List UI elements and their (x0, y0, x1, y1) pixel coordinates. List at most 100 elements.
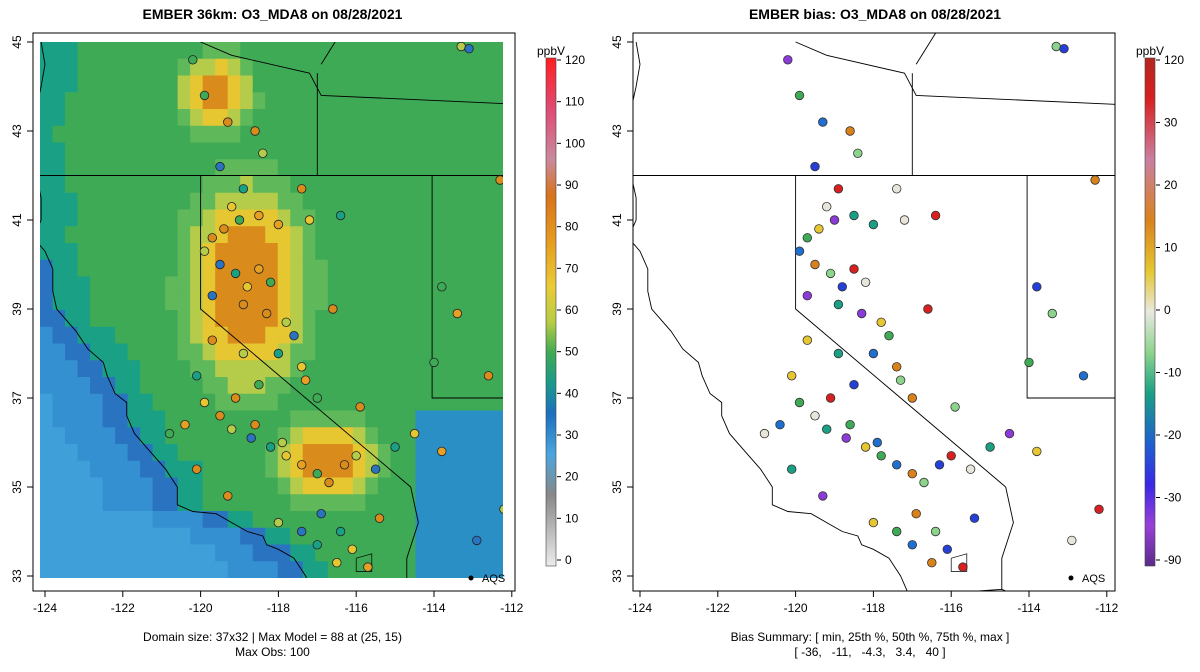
grid-cell (465, 511, 479, 529)
aqs-marker-dot (468, 575, 474, 581)
y-tick-label: 45 (610, 35, 624, 49)
grid-cell (465, 377, 479, 395)
grid-cell (77, 527, 91, 546)
grid-cell (102, 42, 116, 60)
grid-cell (90, 410, 104, 428)
grid-cell (152, 427, 166, 445)
station-point (230, 268, 241, 279)
grid-cell (327, 494, 341, 512)
grid-cell (177, 142, 191, 160)
grid-cell (440, 125, 454, 144)
grid-cell (65, 393, 79, 412)
grid-cell (452, 125, 467, 144)
grid-cell (265, 477, 279, 495)
grid-cell (52, 75, 66, 93)
grid-cell (452, 92, 467, 110)
grid-cell (215, 176, 229, 194)
grid-cell (352, 293, 366, 311)
grid-cell (90, 310, 104, 328)
grid-cell (240, 42, 254, 60)
grid-cell (290, 561, 304, 578)
grid-cell (465, 142, 479, 160)
bias-point (783, 55, 793, 65)
grid-cell (102, 226, 116, 244)
grid-cell (40, 360, 54, 378)
grid-cell (252, 527, 266, 546)
grid-cell (352, 209, 366, 227)
grid-cell (477, 159, 492, 177)
grid-cell (115, 125, 129, 144)
grid-cell (265, 544, 279, 562)
grid-cell (177, 511, 191, 529)
grid-cell (177, 343, 191, 361)
grid-cell (202, 125, 216, 144)
grid-cell (102, 310, 116, 328)
grid-cell (127, 109, 141, 127)
grid-cell (40, 393, 54, 412)
grid-cell (327, 377, 341, 395)
bias-point (833, 184, 844, 194)
grid-cell (265, 142, 279, 160)
grid-cell (477, 243, 492, 261)
grid-cell (90, 142, 104, 160)
grid-cell (215, 343, 229, 361)
grid-cell (365, 310, 379, 328)
grid-cell (102, 209, 116, 227)
bias-point (1051, 41, 1061, 52)
grid-cell (40, 159, 54, 177)
grid-cell (427, 377, 442, 395)
grid-cell (52, 393, 66, 412)
grid-cell (115, 192, 129, 211)
grid-cell (365, 58, 379, 77)
grid-cell (177, 58, 191, 77)
grid-cell (302, 310, 316, 328)
right-panel-title: EMBER bias: O3_MDA8 on 08/28/2021 (748, 6, 1002, 22)
grid-cell (77, 109, 91, 127)
grid-cell (265, 293, 279, 311)
grid-cell (427, 427, 442, 445)
grid-cell (477, 343, 492, 361)
grid-cell (477, 209, 492, 227)
grid-cell (365, 511, 379, 529)
bias-point (1047, 308, 1058, 319)
bias-point (892, 460, 902, 470)
bias-point (810, 411, 820, 421)
grid-cell (227, 159, 241, 177)
grid-cell (40, 142, 54, 160)
grid-cell (302, 142, 316, 160)
bias-point (927, 558, 937, 568)
y-tick-label: 35 (610, 480, 624, 494)
grid-cell (190, 209, 204, 227)
grid-cell (315, 58, 329, 77)
bias-point (907, 469, 918, 479)
grid-cell (127, 310, 141, 328)
grid-cell (340, 477, 354, 495)
grid-cell (102, 494, 116, 512)
grid-cell (52, 477, 66, 495)
station-point (238, 184, 249, 194)
bias-point (868, 348, 879, 359)
grid-cell (465, 544, 479, 562)
y-tick-label: 43 (10, 124, 24, 138)
grid-cell (352, 561, 366, 578)
station-point (300, 375, 311, 385)
grid-cell (202, 444, 216, 462)
grid-cell (377, 544, 391, 562)
right-bias-points (759, 41, 1104, 572)
grid-cell (427, 259, 442, 278)
y-tick-label: 41 (10, 213, 24, 227)
grid-cell (415, 544, 429, 562)
colorbar-tick-label: 70 (565, 261, 579, 275)
grid-cell (152, 58, 166, 77)
colorbar-tick-label: -90 (1164, 553, 1182, 567)
grid-cell (227, 142, 241, 160)
bias-point (802, 291, 813, 301)
grid-cell (140, 360, 154, 378)
left-footer-line1: Domain size: 37x32 | Max Model = 88 at (… (143, 630, 402, 644)
grid-cell (315, 243, 329, 261)
x-tick-label: -112 (1095, 601, 1118, 615)
bias-point (849, 264, 859, 274)
grid-cell (390, 125, 404, 144)
grid-cell (215, 293, 229, 311)
grid-cell (240, 310, 254, 328)
